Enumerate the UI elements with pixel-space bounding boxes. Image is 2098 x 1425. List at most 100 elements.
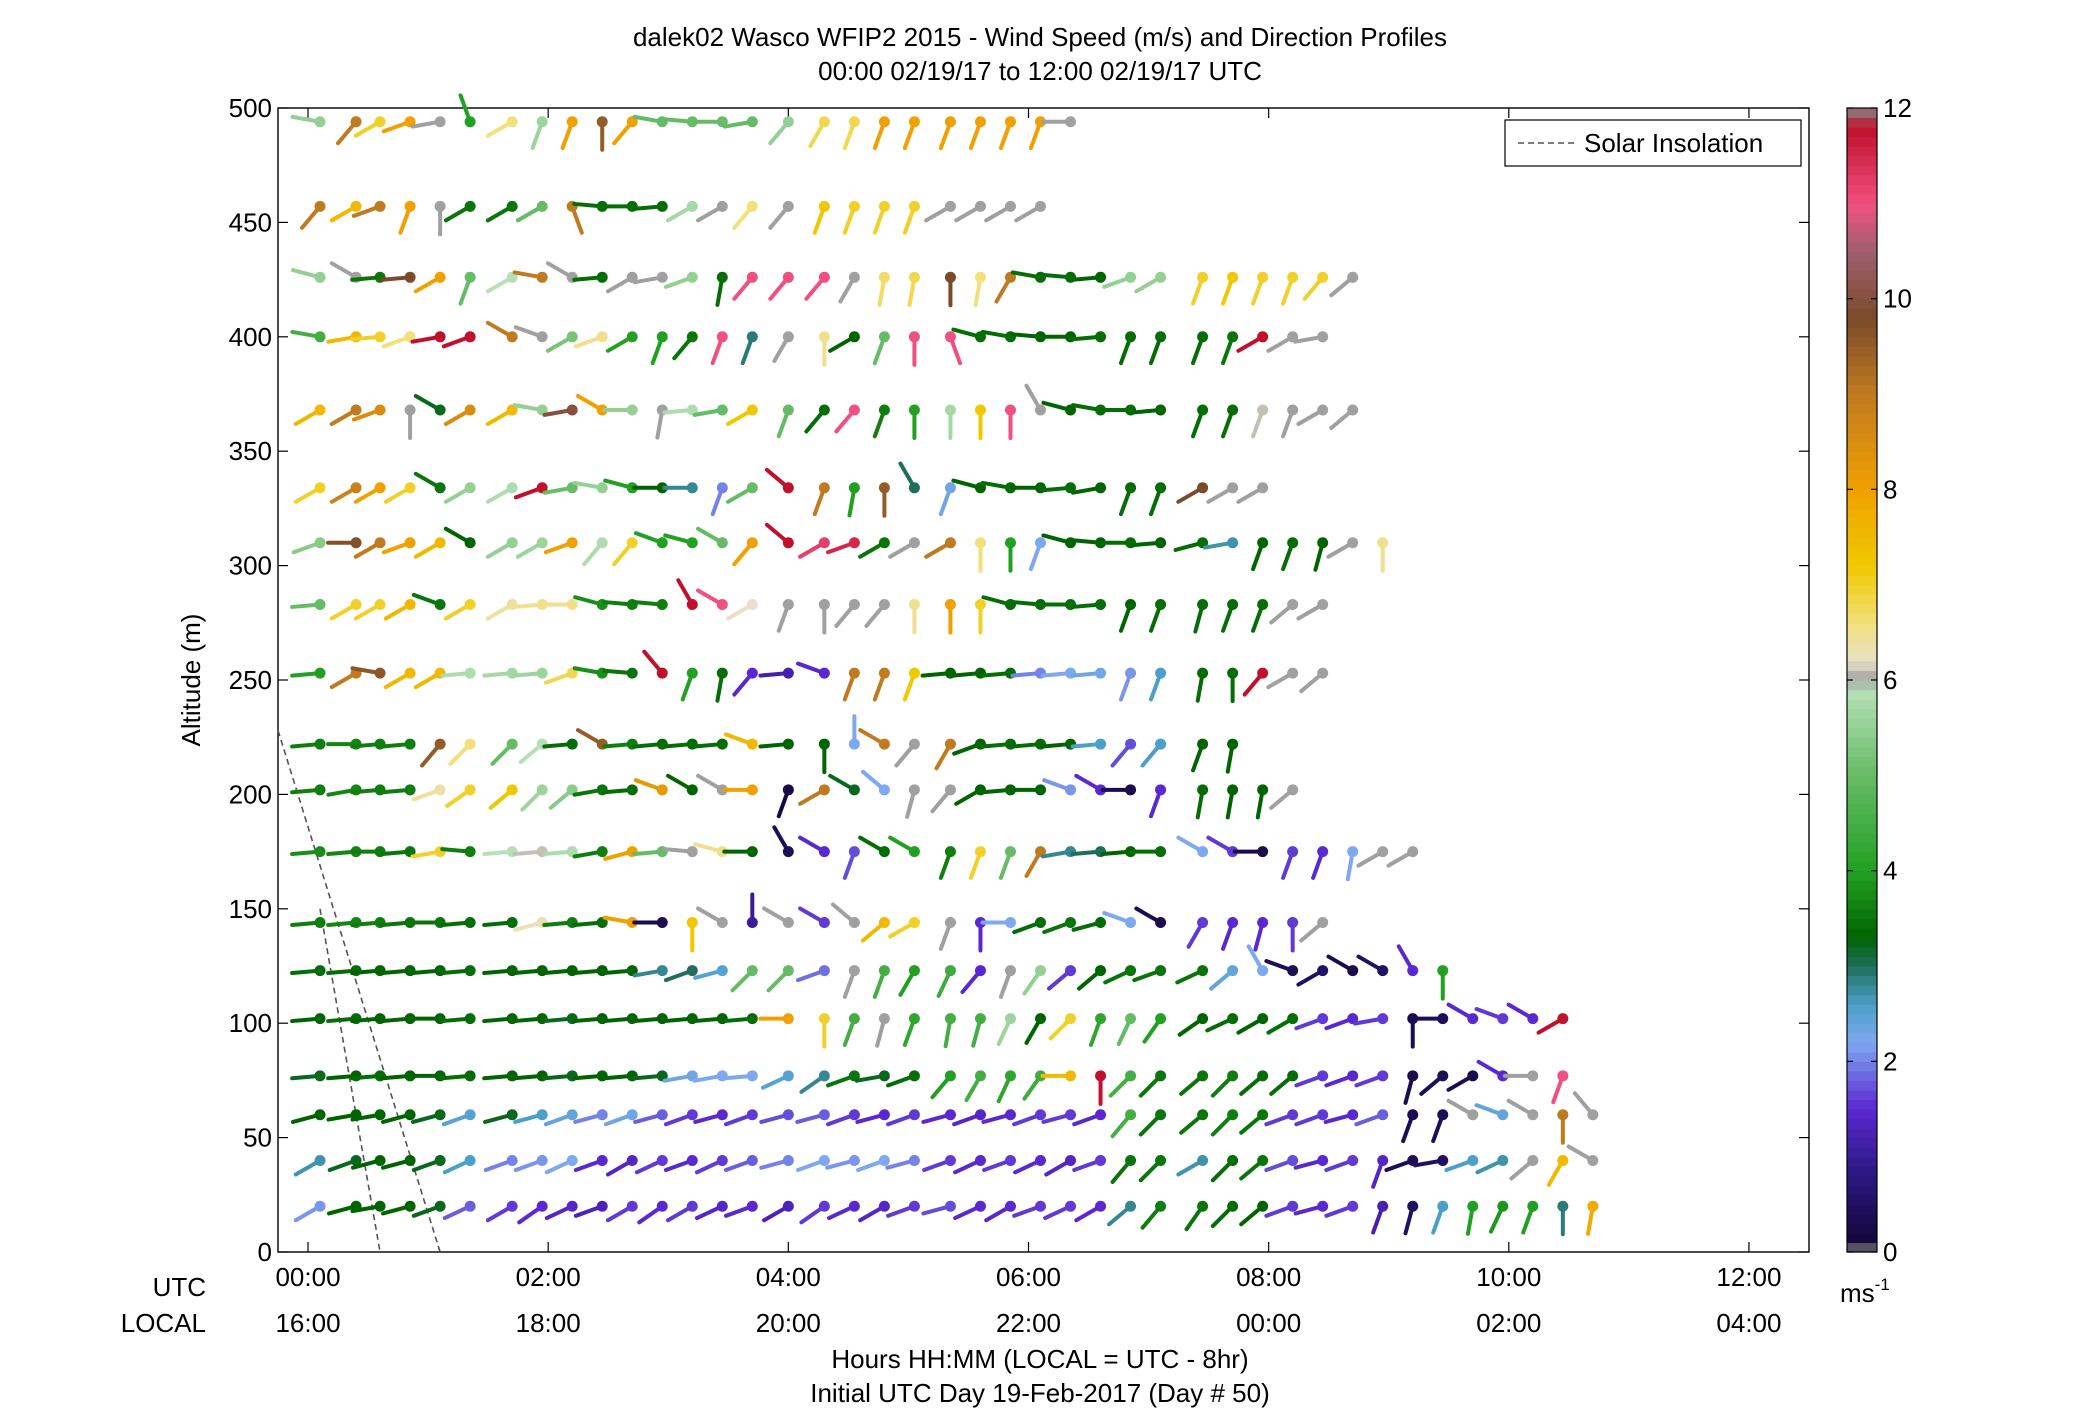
wind-barb-dot xyxy=(944,404,956,416)
wind-barb-dot xyxy=(1155,1070,1167,1082)
wind-barb-dot xyxy=(506,1109,518,1121)
wind-barb-dot xyxy=(878,116,890,128)
wind-barb-dot xyxy=(686,271,698,283)
wind-barb-dot xyxy=(716,738,728,750)
wind-barb-dot xyxy=(1557,1070,1569,1082)
wind-barb-dot xyxy=(974,1013,986,1025)
wind-barb-dot xyxy=(818,846,830,858)
wind-barb-dot xyxy=(1287,1200,1299,1212)
colorbar-segment xyxy=(1847,1128,1877,1139)
wind-barb-dot xyxy=(1197,846,1209,858)
wind-barb-dot xyxy=(1034,1200,1046,1212)
colorbar-unit-base: ms xyxy=(1840,1278,1875,1308)
wind-barb-dot xyxy=(908,331,920,343)
wind-barb-dot xyxy=(1257,846,1269,858)
wind-barb-dot xyxy=(974,1109,986,1121)
wind-barb-dot xyxy=(1467,1070,1479,1082)
wind-barb-dot xyxy=(818,667,830,679)
wind-barb-dot xyxy=(974,1070,986,1082)
wind-barb-dot xyxy=(1257,1013,1269,1025)
colorbar-segment xyxy=(1847,1156,1877,1167)
wind-barb-dot xyxy=(1004,537,1016,549)
wind-barb-dot xyxy=(404,331,416,343)
wind-barb-dot xyxy=(848,738,860,750)
wind-barb-dot xyxy=(782,482,794,494)
colorbar-segment xyxy=(1847,146,1877,157)
wind-barb-dot xyxy=(944,1154,956,1166)
wind-barb-dot xyxy=(404,271,416,283)
wind-barb-dot xyxy=(626,784,638,796)
wind-barb-dot xyxy=(350,598,362,610)
x-tick-label-utc: 04:00 xyxy=(756,1262,821,1292)
wind-barb-dot xyxy=(1125,784,1137,796)
wind-barb-dot xyxy=(686,1109,698,1121)
colorbar-segment xyxy=(1847,384,1877,395)
wind-barb-dot xyxy=(686,537,698,549)
wind-barb-dot xyxy=(314,1013,326,1025)
wind-barb-dot xyxy=(848,1200,860,1212)
x-tick-label-utc: 10:00 xyxy=(1476,1262,1541,1292)
wind-barb-dot xyxy=(464,1109,476,1121)
x-tick-label-local: 04:00 xyxy=(1716,1308,1781,1338)
wind-barb-dot xyxy=(1287,784,1299,796)
chart-title: dalek02 Wasco WFIP2 2015 - Wind Speed (m… xyxy=(633,22,1447,52)
wind-barb-dot xyxy=(404,1154,416,1166)
wind-barb-dot xyxy=(782,537,794,549)
colorbar-segment xyxy=(1847,1204,1877,1215)
colorbar-segment xyxy=(1847,813,1877,824)
wind-barb-dot xyxy=(1287,598,1299,610)
x-tick-label-utc: 08:00 xyxy=(1236,1262,1301,1292)
wind-barb-dot xyxy=(1287,271,1299,283)
colorbar-segment xyxy=(1847,985,1877,996)
wind-barb-dot xyxy=(782,1013,794,1025)
wind-barb-dot xyxy=(1347,1154,1359,1166)
colorbar-segment xyxy=(1847,861,1877,872)
wind-barb-dot xyxy=(848,271,860,283)
wind-barb-dot xyxy=(626,667,638,679)
wind-barb-dot xyxy=(596,917,608,929)
colorbar-segment xyxy=(1847,136,1877,147)
wind-barb-dot xyxy=(1317,1200,1329,1212)
wind-barb-dot xyxy=(1004,482,1016,494)
colorbar-segment xyxy=(1847,279,1877,290)
wind-barb-dot xyxy=(350,404,362,416)
wind-barb-dot xyxy=(746,200,758,212)
wind-barb-dot xyxy=(1587,1109,1599,1121)
wind-barb-dot xyxy=(1034,917,1046,929)
wind-barb-dot xyxy=(656,1109,668,1121)
wind-barb-dot xyxy=(848,1109,860,1121)
wind-barb-dot xyxy=(1227,598,1239,610)
wind-barb-dot xyxy=(782,917,794,929)
wind-barb-dot xyxy=(464,200,476,212)
wind-barb-dot xyxy=(464,738,476,750)
wind-barb-dot xyxy=(1095,331,1107,343)
wind-barb-dot xyxy=(974,1154,986,1166)
colorbar-segment xyxy=(1847,1061,1877,1072)
colorbar-segment xyxy=(1847,1023,1877,1034)
wind-barb-dot xyxy=(596,1109,608,1121)
wind-barb-dot xyxy=(656,271,668,283)
wind-barb-dot xyxy=(1377,537,1389,549)
wind-barb-dot xyxy=(908,784,920,796)
colorbar-segment xyxy=(1847,1147,1877,1158)
wind-barb-dot xyxy=(404,598,416,610)
colorbar-segment xyxy=(1847,660,1877,672)
wind-barb-dot xyxy=(314,667,326,679)
wind-barb-dot xyxy=(596,271,608,283)
wind-barb-dot xyxy=(1317,404,1329,416)
wind-barb-dot xyxy=(974,1200,986,1212)
utc-row-label: UTC xyxy=(153,1272,206,1302)
colorbar-segment xyxy=(1847,1109,1877,1120)
wind-barb-dot xyxy=(848,598,860,610)
wind-barb-dot xyxy=(686,784,698,796)
wind-barb-dot xyxy=(1095,1070,1107,1082)
wind-barb-dot xyxy=(878,917,890,929)
colorbar-segment xyxy=(1847,479,1877,490)
wind-barb-dot xyxy=(1227,271,1239,283)
colorbar-tick-label: 0 xyxy=(1883,1237,1897,1267)
wind-barb-dot xyxy=(1497,1070,1509,1082)
wind-barb-dot xyxy=(536,1109,548,1121)
colorbar-segment xyxy=(1847,727,1877,738)
y-tick-label: 250 xyxy=(229,665,272,695)
wind-barb-dot xyxy=(818,598,830,610)
